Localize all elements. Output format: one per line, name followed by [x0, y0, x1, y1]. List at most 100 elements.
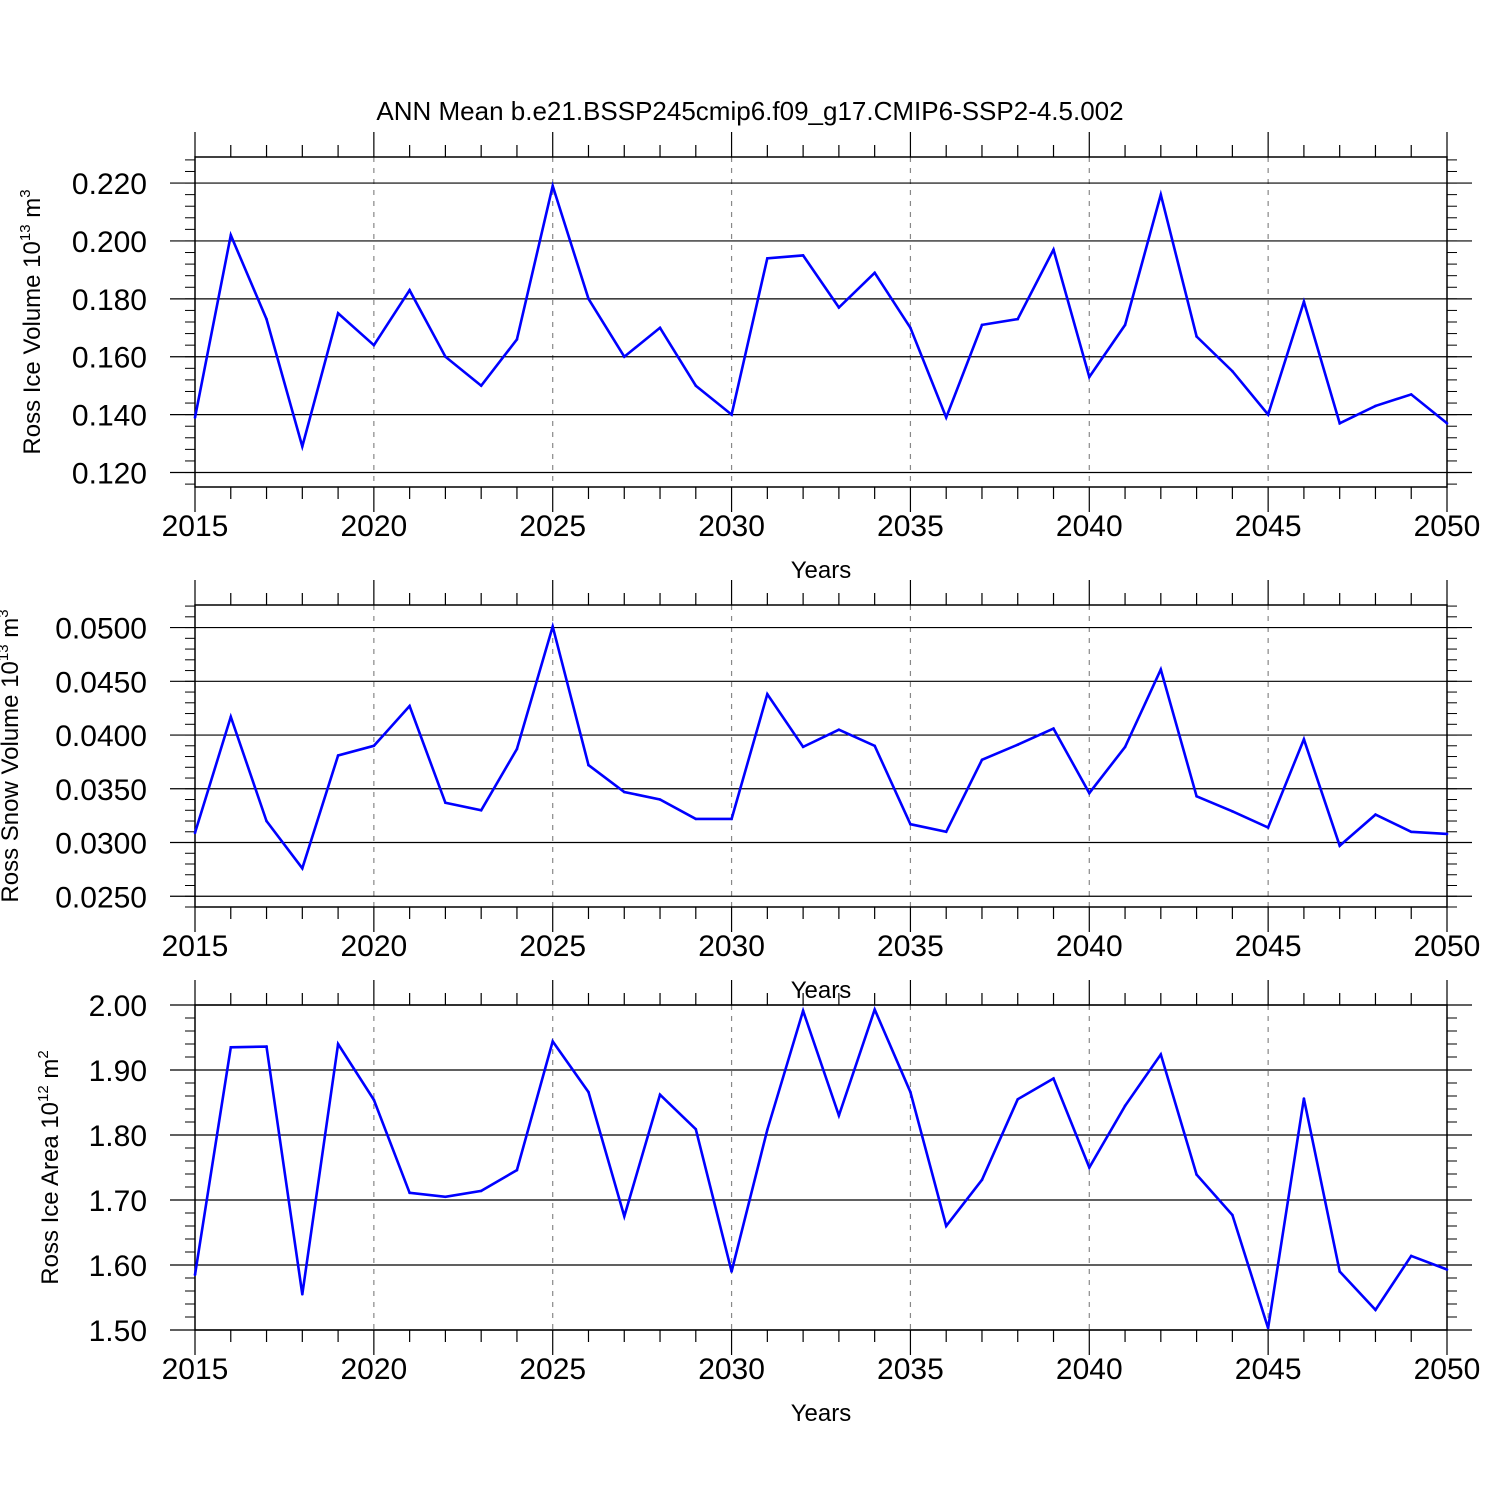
y-tick-label: 0.0350 [55, 774, 147, 807]
y-axis-label-exponent: 13 [0, 644, 12, 661]
x-axis-label: Years [791, 977, 852, 1004]
y-axis-label-exponent: 13 [17, 224, 34, 241]
data-point-2024 [515, 1168, 519, 1172]
data-point-2041 [1123, 745, 1127, 749]
y-tick-label: 2.00 [89, 990, 147, 1023]
y-axis-label-unit-exponent: 2 [35, 1050, 52, 1058]
x-tick-label: 2040 [1056, 930, 1123, 963]
y-axis-label-main: Ross Ice Area 10 [37, 1102, 64, 1285]
series-line [193, 1005, 1448, 1329]
x-tick-label: 2025 [519, 930, 586, 963]
y-axis-label-unit: m [19, 198, 46, 225]
data-point-2015 [193, 831, 197, 835]
data-point-2036 [944, 416, 948, 419]
data-point-2037 [980, 758, 984, 762]
y-tick-label: 0.0300 [55, 828, 147, 861]
data-point-2031 [766, 257, 769, 260]
data-point-2022 [444, 801, 447, 805]
data-point-2025 [551, 184, 555, 188]
data-point-2033 [837, 1114, 841, 1117]
x-tick-label: 2020 [340, 1353, 407, 1386]
data-point-2043 [1195, 1173, 1198, 1176]
data-point-2025 [551, 625, 555, 628]
data-point-2023 [479, 808, 483, 812]
data-point-2023 [479, 384, 483, 387]
x-axis-label: Years [791, 1400, 852, 1427]
data-point-2050 [1445, 832, 1449, 836]
data-point-2029 [694, 817, 698, 821]
data-point-2019 [336, 312, 340, 315]
y-axis-label: Ross Ice Volume 1013 m3 [17, 189, 46, 454]
data-point-2034 [873, 271, 876, 275]
x-tick-label: 2030 [698, 930, 765, 963]
data-point-2020 [372, 343, 376, 347]
x-tick-label: 2050 [1414, 930, 1481, 963]
data-point-2042 [1159, 1053, 1163, 1056]
x-tick-label: 2030 [698, 1353, 765, 1386]
data-point-2045 [1266, 413, 1270, 416]
data-point-2040 [1087, 1166, 1091, 1169]
data-point-2028 [658, 798, 662, 801]
data-point-2050 [1445, 422, 1449, 425]
data-point-2047 [1338, 1270, 1341, 1273]
x-tick-label: 2020 [340, 930, 407, 963]
x-tick-label: 2040 [1056, 510, 1123, 543]
x-tick-label: 2045 [1235, 510, 1302, 543]
data-point-2042 [1159, 668, 1163, 671]
x-tick-label: 2050 [1414, 510, 1481, 543]
data-point-2029 [694, 384, 698, 387]
data-point-2045 [1266, 826, 1270, 829]
data-point-2030 [730, 1270, 733, 1273]
data-point-2037 [980, 323, 984, 327]
y-tick-label: 0.0400 [55, 720, 147, 753]
data-point-2048 [1374, 1308, 1377, 1312]
plot-frame [194, 156, 1448, 488]
data-point-2016 [229, 715, 233, 719]
data-point-2021 [408, 704, 411, 708]
y-tick-label: 1.80 [89, 1120, 147, 1153]
data-point-2020 [372, 1098, 376, 1102]
data-point-2047 [1338, 422, 1341, 425]
data-point-2026 [587, 297, 590, 301]
data-point-2030 [730, 413, 733, 416]
x-tick-label: 2045 [1235, 1353, 1302, 1386]
x-tick-label: 2025 [519, 1353, 586, 1386]
data-point-2015 [193, 416, 197, 419]
data-point-2034 [873, 1008, 876, 1011]
y-axis-label-main: Ross Snow Volume 10 [0, 661, 24, 902]
data-point-2044 [1231, 1213, 1234, 1217]
data-point-2049 [1409, 830, 1413, 834]
y-tick-label: 0.160 [72, 342, 147, 375]
data-point-2043 [1195, 795, 1198, 798]
y-tick-label: 1.60 [89, 1250, 147, 1283]
data-point-2039 [1052, 1077, 1055, 1080]
data-point-2024 [515, 747, 519, 751]
series-line [193, 180, 1448, 452]
data-point-2031 [766, 1128, 769, 1132]
data-point-2048 [1374, 813, 1377, 816]
data-point-2044 [1231, 810, 1234, 813]
data-point-2029 [694, 1127, 698, 1131]
data-point-2042 [1159, 193, 1163, 196]
data-point-2046 [1302, 1097, 1306, 1100]
x-tick-label: 2045 [1235, 930, 1302, 963]
data-point-2016 [229, 233, 233, 237]
ice-volume-panel: 0.120 0.140 0.160 0.180 0.200 0.220 2015 2020 20… [17, 132, 1480, 584]
plot-frame [194, 604, 1448, 908]
data-point-2048 [1374, 404, 1377, 408]
data-point-2038 [1016, 743, 1020, 747]
data-point-2046 [1302, 738, 1306, 741]
data-point-2033 [837, 306, 841, 309]
series-line [193, 621, 1448, 872]
snow-volume-panel: 0.0250 0.0300 0.0350 0.0400 0.0450 0.0500 2015… [0, 580, 1480, 1004]
data-point-2049 [1409, 1254, 1413, 1258]
data-point-2026 [587, 1090, 590, 1094]
data-point-2018 [301, 867, 304, 870]
data-point-2022 [444, 1195, 447, 1199]
data-point-2016 [229, 1045, 233, 1049]
y-tick-label: 0.0450 [55, 666, 147, 699]
y-axis-label-main: Ross Ice Volume 10 [19, 241, 46, 454]
y-tick-label: 0.140 [72, 400, 147, 433]
data-point-2041 [1123, 323, 1127, 327]
data-point-2017 [265, 1045, 268, 1048]
